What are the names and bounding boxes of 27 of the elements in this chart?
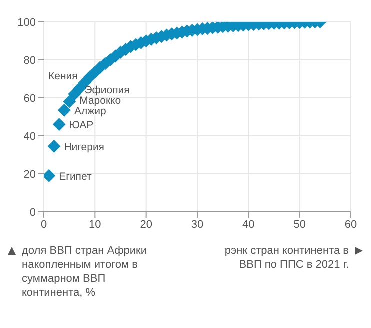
x-tick-label: 30: [191, 218, 204, 231]
x-tick-label: 0: [40, 218, 48, 231]
x-tick-label: 40: [242, 218, 255, 231]
point: [44, 169, 56, 182]
y-tick-label: 0: [30, 206, 36, 219]
point: [48, 140, 61, 153]
y-tick-label: 60: [24, 92, 36, 105]
point: [52, 118, 66, 132]
y-tick-label: 40: [24, 130, 36, 143]
annotation: ЮАР: [69, 120, 94, 132]
x-tick-label: 60: [344, 218, 358, 231]
annotation: Марокко: [80, 94, 122, 107]
x-tick-label: 50: [294, 218, 306, 231]
point: [63, 95, 76, 108]
y-axis-title: доля ВВП стран Африки накопленным итогом в суммарном ВВП континента, %: [22, 244, 148, 300]
y-tick-label: 20: [24, 168, 36, 181]
x-tick-label: 10: [89, 218, 102, 231]
annotation: Алжир: [74, 105, 106, 118]
y-tick-label: 100: [18, 16, 36, 29]
x-tick-label: 20: [140, 218, 152, 231]
x-axis-title: рэнк стран континента в ВВП по ППС в 2021 г.: [224, 244, 349, 273]
annotation: Нигерия: [64, 141, 105, 154]
y-tick-label: 80: [24, 54, 36, 67]
annotation: Эфиопия: [84, 84, 130, 96]
annotation: Кения: [48, 70, 78, 82]
annotation: Египет: [59, 170, 92, 183]
point: [58, 104, 71, 117]
